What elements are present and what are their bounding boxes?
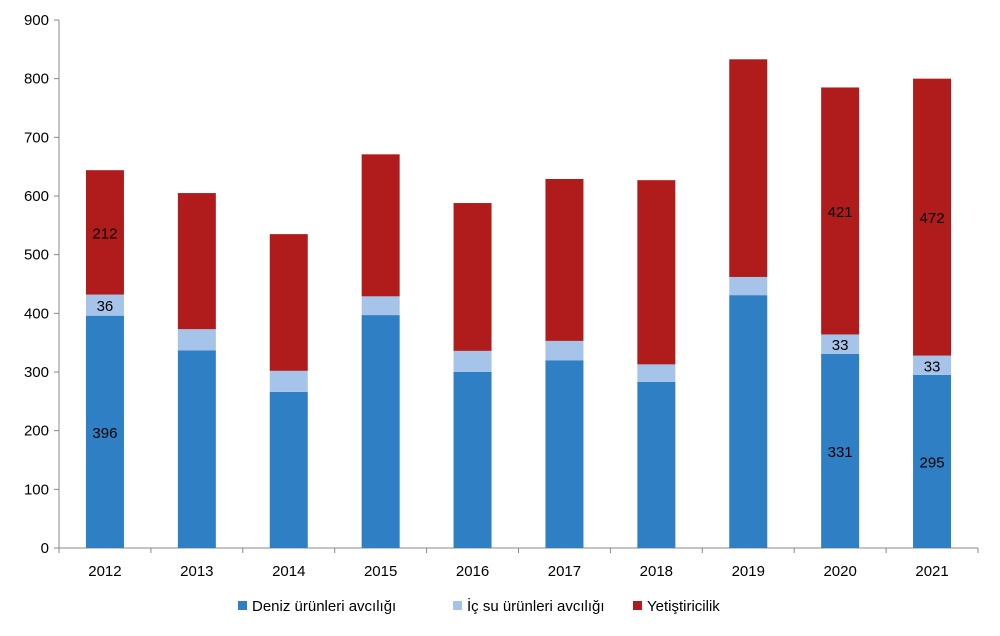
bar-segment — [85, 170, 124, 295]
y-tick-label: 600 — [24, 188, 49, 205]
bar-segment — [269, 234, 308, 371]
legend-swatch — [453, 601, 462, 610]
bar-segment — [545, 340, 584, 361]
y-tick-label: 100 — [24, 481, 49, 498]
y-tick-label: 500 — [24, 247, 49, 264]
bar-segment — [85, 315, 124, 548]
legend-swatch — [633, 601, 642, 610]
bar-segment — [85, 294, 124, 316]
bar-segment — [361, 315, 400, 548]
x-tick-label: 2015 — [364, 563, 397, 580]
data-label: 396 — [92, 425, 117, 442]
bar-segment — [637, 364, 676, 382]
legend-label: Deniz ürünleri avcılığı — [252, 598, 396, 615]
bar-segment — [269, 370, 308, 392]
x-tick-label: 2020 — [823, 563, 856, 580]
bar-segment — [453, 372, 492, 548]
data-label: 472 — [920, 210, 945, 227]
legend-label: İç su ürünleri avcılığı — [467, 597, 605, 615]
bar-segment — [545, 360, 584, 548]
bar-segment — [177, 329, 216, 351]
y-tick-label: 400 — [24, 305, 49, 322]
x-tick-label: 2013 — [180, 563, 213, 580]
x-tick-label: 2017 — [548, 563, 581, 580]
bar-segment — [269, 391, 308, 548]
x-tick-label: 2016 — [456, 563, 489, 580]
legend-label: Yetiştiricilik — [647, 598, 720, 615]
bar-segment — [361, 154, 400, 297]
bar-segment — [913, 355, 952, 375]
bar-segment — [913, 374, 952, 548]
bar-segment — [177, 193, 216, 330]
bar-segment — [545, 178, 584, 341]
bar-segment — [821, 87, 860, 335]
bar-segment — [729, 59, 768, 277]
data-label: 33 — [832, 337, 849, 354]
bar-segment — [177, 350, 216, 548]
bar-segment — [729, 295, 768, 548]
bar-segment — [913, 78, 952, 356]
x-tick-label: 2014 — [272, 563, 305, 580]
y-tick-label: 900 — [24, 12, 49, 29]
bar-segment — [637, 180, 676, 365]
data-label: 36 — [97, 298, 114, 315]
bar-segment — [453, 203, 492, 351]
data-label: 33 — [924, 358, 941, 375]
y-tick-label: 700 — [24, 129, 49, 146]
data-label: 295 — [920, 454, 945, 471]
y-tick-label: 800 — [24, 71, 49, 88]
y-tick-label: 300 — [24, 364, 49, 381]
data-label: 331 — [828, 444, 853, 461]
bar-segment — [361, 296, 400, 316]
bar-segment — [821, 353, 860, 548]
x-tick-label: 2018 — [640, 563, 673, 580]
bar-segment — [453, 350, 492, 372]
y-tick-label: 200 — [24, 423, 49, 440]
x-tick-label: 2019 — [732, 563, 765, 580]
bar-segment — [637, 381, 676, 548]
legend-swatch — [238, 601, 247, 610]
x-tick-label: 2021 — [915, 563, 948, 580]
bar-segment — [821, 334, 860, 354]
x-tick-label: 2012 — [88, 563, 121, 580]
y-tick-label: 0 — [41, 540, 49, 557]
data-label: 212 — [92, 225, 117, 242]
bar-segment — [729, 276, 768, 296]
data-label: 421 — [828, 204, 853, 221]
